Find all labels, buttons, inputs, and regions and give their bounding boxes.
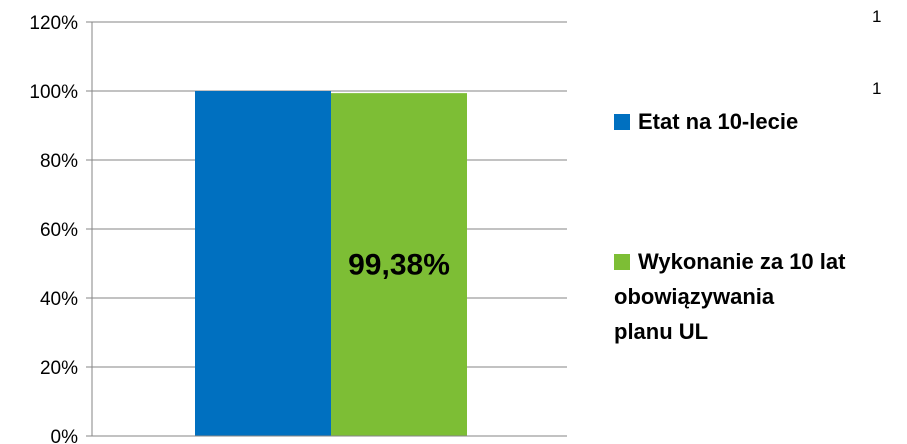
legend-label: planu UL bbox=[614, 319, 708, 344]
legend: Etat na 10-lecie Wykonanie za 10 lat obowi… bbox=[614, 109, 846, 344]
y-tick-label: 100% bbox=[29, 82, 78, 103]
bar-etat bbox=[195, 91, 331, 436]
data-labels: 99,38% bbox=[348, 249, 450, 282]
y-tick-label: 40% bbox=[40, 289, 78, 310]
y-tick-label: 20% bbox=[40, 358, 78, 379]
y-axis-ticks: 0% 20% 40% 60% 80% 100% 120% bbox=[29, 13, 92, 444]
edge-number: 1 bbox=[872, 7, 881, 26]
legend-label: obowiązywania bbox=[614, 284, 775, 309]
legend-label: Etat na 10-lecie bbox=[638, 109, 798, 134]
bar-data-label: 99,38% bbox=[348, 249, 450, 282]
legend-swatch bbox=[614, 254, 630, 270]
y-tick-label: 80% bbox=[40, 151, 78, 172]
edge-numbers: 11 bbox=[872, 7, 881, 98]
legend-swatch bbox=[614, 114, 630, 130]
bar-wykonanie bbox=[331, 93, 467, 436]
y-tick-label: 60% bbox=[40, 220, 78, 241]
axes bbox=[91, 22, 567, 437]
bars bbox=[195, 91, 467, 436]
legend-label: Wykonanie za 10 lat bbox=[638, 249, 846, 274]
y-tick-label: 0% bbox=[51, 427, 79, 444]
edge-number: 1 bbox=[872, 79, 881, 98]
y-tick-label: 120% bbox=[29, 13, 78, 34]
